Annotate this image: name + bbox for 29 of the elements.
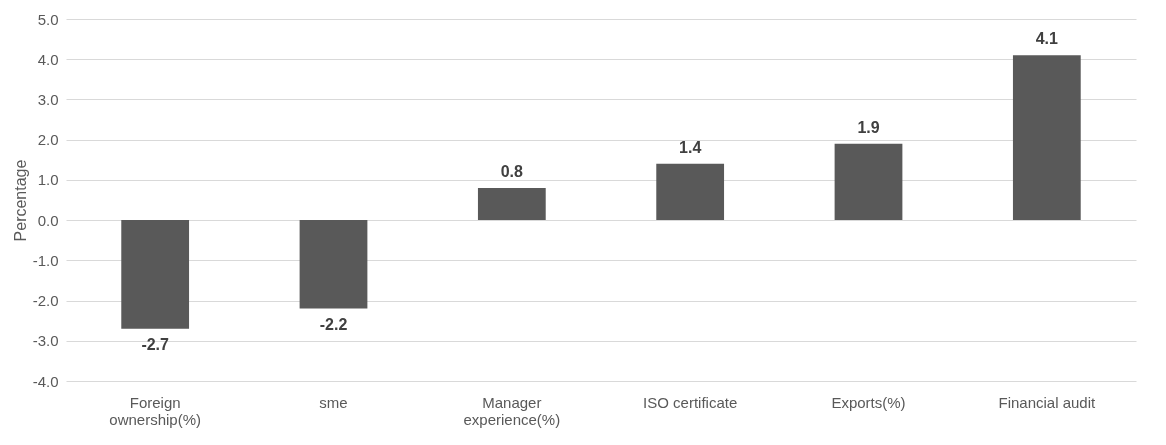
bar <box>121 220 190 329</box>
data-label: 1.9 <box>857 118 880 136</box>
data-label: -2.2 <box>319 315 348 333</box>
y-tick-label: 2.0 <box>37 131 59 149</box>
y-tick-label: 5.0 <box>37 10 59 28</box>
x-tick-label: Manager experience(%) <box>463 393 561 428</box>
data-label: 4.1 <box>1035 30 1059 48</box>
y-tick-label: 3.0 <box>37 90 59 108</box>
y-tick-label: 1.0 <box>37 171 59 189</box>
bar <box>834 143 903 221</box>
data-label: -2.7 <box>141 335 170 353</box>
y-axis-title: Percentage <box>11 159 29 242</box>
x-tick-label: Foreign ownership(%) <box>109 393 202 428</box>
bar <box>299 220 368 309</box>
x-tick-label: Exports(%) <box>831 393 906 411</box>
data-label: 1.4 <box>679 138 702 156</box>
bar <box>1012 55 1081 221</box>
y-tick-label: 0.0 <box>37 211 59 229</box>
x-tick-label: sme <box>319 393 348 411</box>
data-label: 0.8 <box>500 162 524 180</box>
bar <box>656 163 725 221</box>
y-tick-label: -1.0 <box>32 251 59 269</box>
x-tick-label: Financial audit <box>998 393 1097 411</box>
y-tick-label: 4.0 <box>37 50 59 68</box>
y-tick-label: -2.0 <box>32 292 59 310</box>
x-tick-label: ISO certificate <box>643 393 738 411</box>
bar <box>477 187 546 221</box>
y-tick-label: -4.0 <box>32 372 59 390</box>
y-tick-label: -3.0 <box>32 332 59 350</box>
